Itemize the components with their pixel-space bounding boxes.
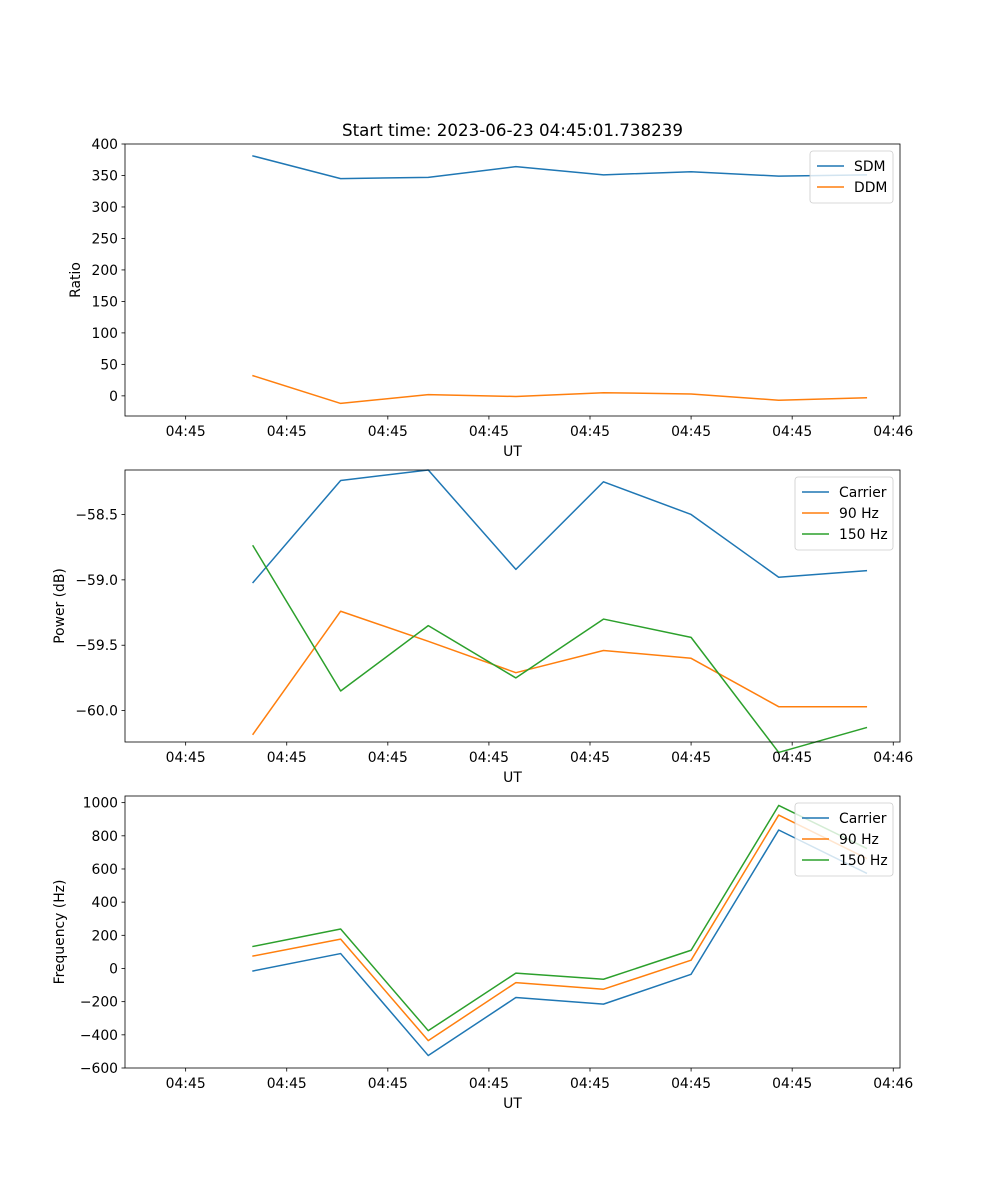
x-tick-label: 04:45	[166, 1076, 206, 1092]
chart-panels: 04:45 04:45 04:45 04:45 04:45 04:45 04:45 04:46…	[52, 137, 913, 1112]
legend-label-carrier: Carrier	[839, 485, 887, 501]
x-tick-label: 04:45	[772, 750, 812, 766]
x-tick-label: 04:45	[368, 1076, 408, 1092]
x-axis-label: UT	[503, 1096, 522, 1112]
y-axis-label: Ratio	[68, 262, 84, 298]
y-tick-label: −59.5	[75, 638, 118, 654]
x-tick-label: 04:45	[570, 750, 610, 766]
x-tick-label: 04:45	[469, 424, 509, 440]
panel-2: 04:45 04:45 04:45 04:45 04:45 04:45 04:45 04:46…	[52, 469, 913, 786]
panel-3: 04:45 04:45 04:45 04:45 04:45 04:45 04:45 04:46…	[52, 795, 913, 1112]
x-tick-label: 04:45	[267, 750, 307, 766]
legend-box	[794, 476, 894, 551]
series-line-90-hz	[252, 814, 868, 1042]
legend-label-90-hz: 90 Hz	[839, 832, 879, 848]
figure-title: Start time: 2023-06-23 04:45:01.738239	[342, 120, 683, 140]
y-tick-label: 800	[91, 829, 118, 845]
y-axis-label: Frequency (Hz)	[52, 880, 68, 985]
x-tick-label: 04:46	[873, 424, 913, 440]
y-tick-label: 1000	[83, 796, 118, 812]
x-tick-label: 04:45	[671, 424, 711, 440]
y-tick-label: −60.0	[75, 704, 118, 720]
x-tick-label: 04:45	[368, 750, 408, 766]
series-line-90-hz	[251, 610, 868, 736]
y-tick-label: 0	[109, 389, 118, 405]
legend-box	[809, 150, 894, 204]
axes-frame	[124, 143, 901, 417]
y-tick-label: 200	[91, 928, 118, 944]
y-tick-label: 300	[91, 200, 118, 216]
y-tick-label: 150	[91, 294, 118, 310]
x-tick-label: 04:45	[570, 1076, 610, 1092]
legend-label-sdm: SDM	[854, 159, 886, 175]
y-tick-label: −59.0	[75, 573, 118, 589]
y-tick-label: −400	[80, 1028, 118, 1044]
x-tick-label: 04:45	[267, 1076, 307, 1092]
legend-label-150-hz: 150 Hz	[839, 527, 888, 543]
x-tick-label: 04:45	[772, 424, 812, 440]
y-tick-label: −58.5	[75, 507, 118, 523]
x-tick-label: 04:45	[772, 1076, 812, 1092]
legend-label-ddm: DDM	[854, 180, 887, 196]
y-axis-label: Power (dB)	[52, 568, 68, 644]
y-tick-label: 50	[100, 357, 118, 373]
x-tick-label: 04:45	[671, 750, 711, 766]
series-line-150-hz	[252, 804, 868, 1032]
y-tick-label: 0	[109, 961, 118, 977]
y-tick-label: −600	[80, 1061, 118, 1077]
legend-box	[794, 802, 894, 877]
series-line-carrier	[251, 469, 868, 584]
legend-label-150-hz: 150 Hz	[839, 853, 888, 869]
x-tick-label: 04:45	[166, 424, 206, 440]
y-tick-label: 100	[91, 326, 118, 342]
x-tick-label: 04:45	[570, 424, 610, 440]
series-line-150-hz	[252, 544, 868, 754]
y-tick-label: 250	[91, 231, 118, 247]
legend-label-carrier: Carrier	[839, 811, 887, 827]
x-tick-label: 04:45	[469, 1076, 509, 1092]
axes-frame	[124, 469, 901, 743]
x-tick-label: 04:45	[166, 750, 206, 766]
x-tick-label: 04:45	[368, 424, 408, 440]
y-tick-label: 600	[91, 862, 118, 878]
axes-frame	[124, 795, 901, 1069]
x-axis-label: UT	[503, 770, 522, 786]
y-tick-label: 200	[91, 263, 118, 279]
series-line-sdm	[252, 155, 868, 180]
legend-label-90-hz: 90 Hz	[839, 506, 879, 522]
x-tick-label: 04:45	[469, 750, 509, 766]
x-axis-label: UT	[503, 444, 522, 460]
y-tick-label: 400	[91, 137, 118, 153]
x-tick-label: 04:45	[267, 424, 307, 440]
series-line-carrier	[252, 829, 868, 1057]
x-tick-label: 04:46	[873, 1076, 913, 1092]
series-line-ddm	[252, 374, 868, 405]
panel-1: 04:45 04:45 04:45 04:45 04:45 04:45 04:45 04:46…	[68, 137, 913, 460]
y-tick-label: −200	[80, 995, 118, 1011]
y-tick-label: 400	[91, 895, 118, 911]
x-tick-label: 04:45	[671, 1076, 711, 1092]
x-tick-label: 04:46	[873, 750, 913, 766]
y-tick-label: 350	[91, 168, 118, 184]
